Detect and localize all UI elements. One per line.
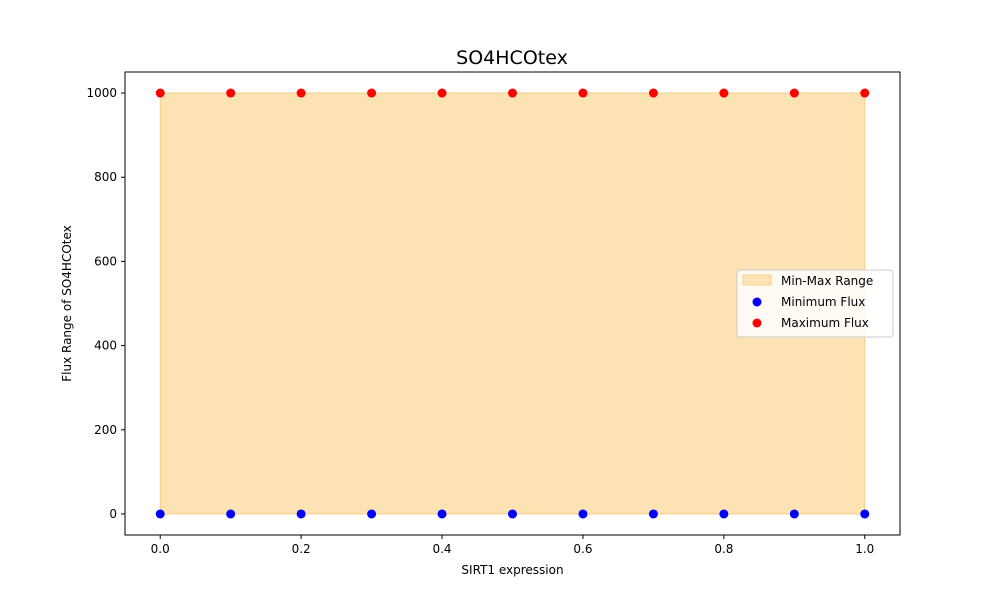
x-axis-label: SIRT1 expression: [461, 563, 563, 577]
legend-label-maximum: Maximum Flux: [781, 316, 869, 330]
y-tick-label: 0: [109, 507, 117, 521]
minimum-flux-point: [226, 509, 236, 519]
y-tick-label: 800: [94, 170, 117, 184]
minimum-flux-point: [367, 509, 377, 519]
legend-box: [736, 269, 894, 338]
x-tick-label: 0.2: [292, 542, 311, 556]
maximum-flux-point: [226, 88, 236, 98]
maximum-flux-point: [367, 88, 377, 98]
legend-swatch-range: [742, 274, 772, 286]
x-tick-label: 0.0: [151, 542, 170, 556]
y-tick-label: 200: [94, 423, 117, 437]
plot-frame: [124, 71, 901, 536]
maximum-flux-point: [789, 88, 799, 98]
x-tick-label: 1.0: [855, 542, 874, 556]
legend-marker-maximum: [752, 318, 762, 328]
maximum-flux-point: [437, 88, 447, 98]
y-tick-label: 400: [94, 339, 117, 353]
maximum-flux-point: [155, 88, 165, 98]
legend-label-range: Min-Max Range: [781, 274, 873, 288]
y-axis-label: Flux Range of SO4HCOtex: [60, 225, 74, 382]
y-tick-label: 1000: [86, 86, 117, 100]
y-tick-label: 600: [94, 254, 117, 268]
minimum-flux-point: [719, 509, 729, 519]
chart-title: SO4HCOtex: [456, 47, 568, 69]
plot-area: [124, 71, 901, 536]
x-tick-label: 0.4: [432, 542, 451, 556]
x-axis: 0.0 0.2 0.4 0.6 0.8 1.0: [151, 535, 874, 556]
minimum-flux-point: [296, 509, 306, 519]
maximum-flux-point: [648, 88, 658, 98]
legend: Min-Max Range Minimum Flux Maximum Flux: [736, 269, 894, 338]
minimum-flux-points: [155, 509, 870, 519]
maximum-flux-point: [508, 88, 517, 98]
minimum-flux-point: [648, 509, 658, 519]
minimum-flux-point: [789, 509, 799, 519]
minimum-flux-point: [860, 509, 870, 519]
maximum-flux-point: [296, 88, 306, 98]
x-tick-label: 0.8: [714, 542, 733, 556]
minimum-flux-point: [578, 509, 588, 519]
minimum-flux-point: [508, 509, 517, 519]
maximum-flux-point: [860, 88, 870, 98]
legend-label-minimum: Minimum Flux: [781, 295, 865, 309]
maximum-flux-point: [719, 88, 729, 98]
maximum-flux-point: [578, 88, 588, 98]
y-axis: 0 200 400 600 800 1000: [86, 86, 125, 521]
maximum-flux-points: [155, 88, 870, 98]
legend-marker-minimum: [752, 297, 762, 307]
x-tick-label: 0.6: [573, 542, 592, 556]
minimum-flux-point: [437, 509, 447, 519]
minimum-flux-point: [155, 509, 165, 519]
